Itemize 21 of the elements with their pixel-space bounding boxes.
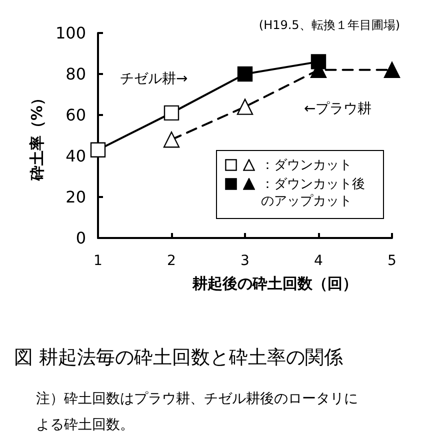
- y-tick-label: 20: [66, 188, 86, 206]
- x-axis-title: 耕起後の砕土回数（回）: [192, 274, 358, 292]
- annotation: ←プラウ耕: [304, 101, 372, 117]
- y-tick-label: 0: [76, 228, 86, 248]
- y-tick-label: 40: [66, 146, 86, 166]
- y-tick-label: 80: [66, 64, 86, 84]
- y-tick-label: 60: [66, 106, 86, 124]
- x-tick-label: 3: [240, 253, 250, 269]
- y-tick-label: 100: [55, 24, 86, 42]
- annotation: チゼル耕→: [120, 71, 188, 87]
- key-box: ：ダウンカット ：ダウンカット後のアップカット: [216, 150, 384, 219]
- x-tick-label: 1: [94, 253, 102, 269]
- x-tick-label: 2: [167, 253, 176, 269]
- annotation: ：ダウンカット後のアップカット: [261, 176, 366, 210]
- x-tick-label: 5: [388, 253, 396, 269]
- annotation: ：ダウンカット: [261, 157, 353, 174]
- y-axis-title: 砕土率（%）: [28, 90, 46, 182]
- text: 図 耕起法毎の砕土回数と砕土率の関係: [14, 346, 344, 368]
- text: 注）砕土回数はプラウ耕、チゼル耕後のロータリによる砕土回数。: [36, 391, 358, 433]
- text: (H19.5、転換１年目圃場): [258, 18, 400, 32]
- x-tick-label: 4: [314, 253, 324, 269]
